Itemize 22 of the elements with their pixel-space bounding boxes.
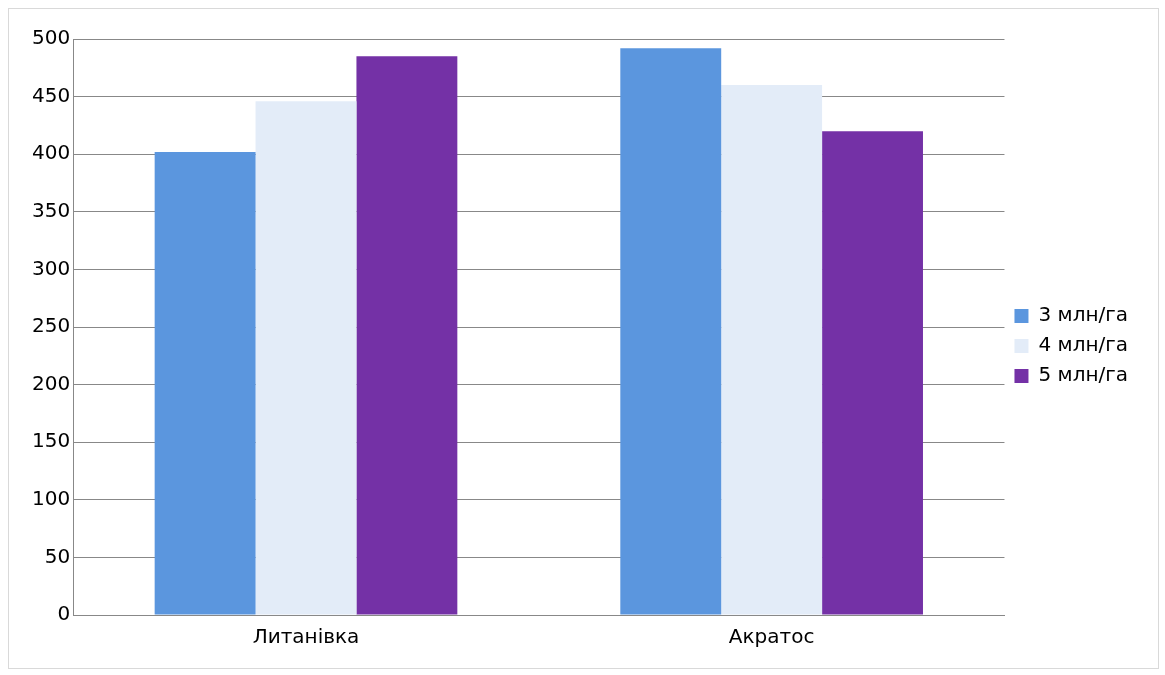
legend-label: 3 млн/га [1038, 302, 1128, 327]
y-tick-label: 0 [57, 601, 71, 626]
legend-label: 4 млн/га [1038, 332, 1128, 357]
y-tick-label: 500 [31, 25, 71, 50]
bar [721, 85, 823, 615]
x-tick-label: Акратос [728, 624, 815, 649]
bar [255, 101, 357, 615]
y-tick-label: 300 [31, 255, 71, 280]
bar [356, 56, 458, 615]
y-tick-label: 400 [31, 140, 71, 165]
y-tick-label: 350 [31, 198, 71, 222]
y-tick-label: 50 [44, 543, 71, 568]
bar [822, 131, 923, 615]
y-tick-label: 250 [31, 313, 71, 338]
y-tick-label: 150 [31, 428, 71, 453]
y-tick-label: 450 [31, 82, 71, 107]
y-tick-label: 100 [31, 486, 71, 510]
y-tick-label: 200 [31, 370, 71, 395]
bar [620, 48, 722, 615]
bar [154, 151, 256, 615]
x-tick-label: Литанівка [252, 624, 360, 649]
legend-label: 5 млн/га [1038, 362, 1128, 387]
